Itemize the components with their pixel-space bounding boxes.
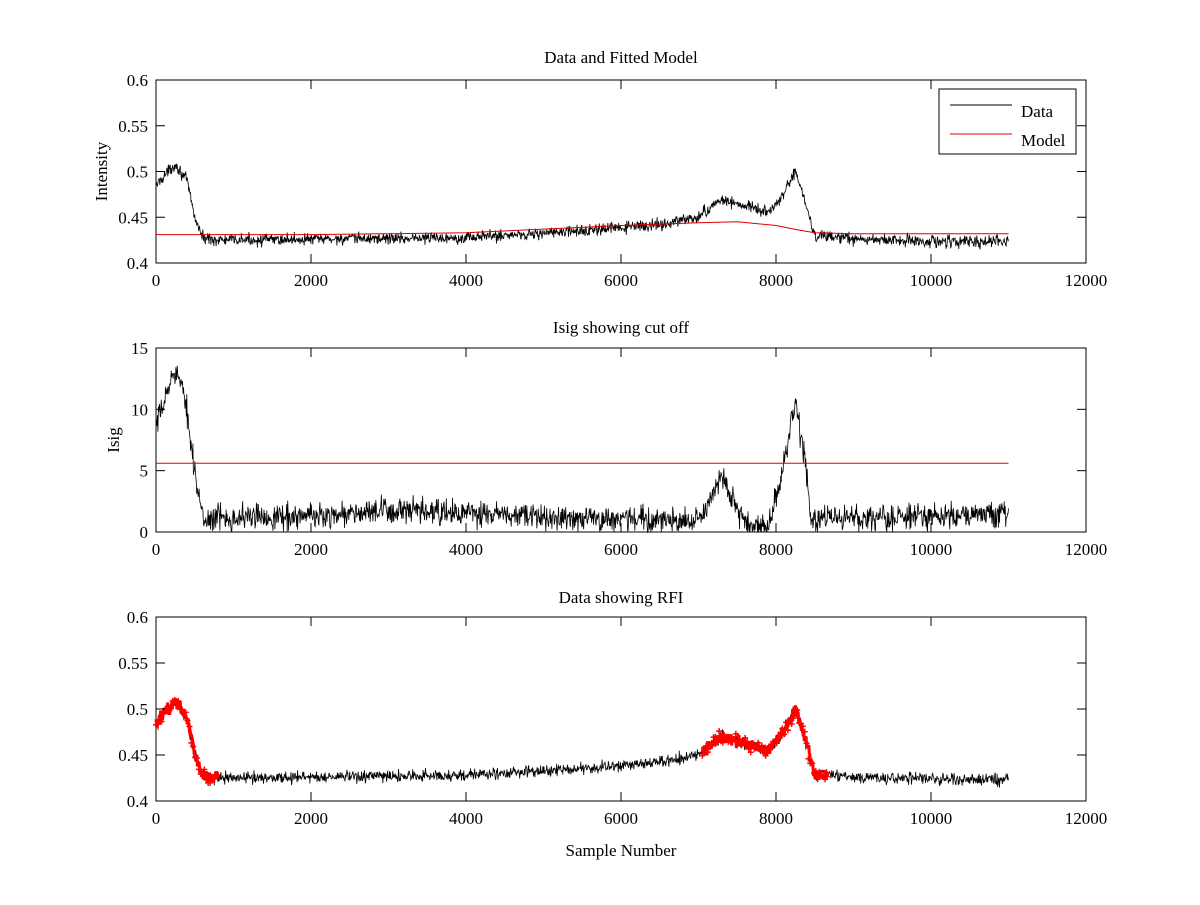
x-tick-label: 8000 [759,271,793,290]
y-tick-label: 15 [131,339,148,358]
y-tick-label: 0.55 [118,654,148,673]
x-tick-label: 2000 [294,540,328,559]
x-tick-label: 10000 [910,540,953,559]
y-tick-label: 0 [140,523,149,542]
panel-data-and-fitted-model: 0 2000 4000 6000 8000 10000 12000 0.4 0.45 0.5 0.5… [92,48,1107,290]
y-axis-label: Intensity [92,141,111,201]
series-layer [153,696,1009,788]
plot-area [155,79,1087,264]
x-tick-label: 4000 [449,540,483,559]
series-layer [155,163,1009,250]
y-tick-label: 0.4 [127,792,149,811]
x-tick-label: 0 [152,809,161,828]
rfi-plus-markers-1 [699,706,830,783]
series-line-0 [155,365,1009,534]
x-tick-label: 6000 [604,271,638,290]
series-data [155,163,1009,250]
series-line-0 [155,699,1009,788]
legend-entry-model: Model [1021,131,1066,150]
x-tick-label: 12000 [1065,809,1108,828]
x-tick-label: 12000 [1065,540,1108,559]
rfi-plus-markers-0 [153,696,221,786]
rfi-markers [153,696,830,786]
y-tick-label: 0.5 [127,163,148,182]
x-tick-label: 2000 [294,271,328,290]
y-tick-label: 0.5 [127,700,148,719]
x-tick-label: 4000 [449,809,483,828]
x-tick-label: 6000 [604,540,638,559]
x-tick-label: 4000 [449,271,483,290]
x-tick-label: 6000 [604,809,638,828]
rfi-segment-1 [700,705,830,783]
y-tick-label: 0.6 [127,71,148,90]
chart-title: Data and Fitted Model [544,48,698,67]
y-tick-label: 0.55 [118,117,148,136]
x-tick-label: 0 [152,540,161,559]
plot-area [155,347,1087,533]
x-tick-label: 10000 [910,271,953,290]
panel-isig-showing-cut-off: 0 2000 4000 6000 8000 10000 12000 0 5 10 15 Isig s… [104,318,1107,559]
x-tick-label: 0 [152,271,161,290]
tick-layer: 0 2000 4000 6000 8000 10000 12000 0.4 0.45 0.5 0.5… [118,71,1107,290]
y-tick-label: 0.4 [127,254,149,273]
x-tick-label: 2000 [294,809,328,828]
x-tick-label: 12000 [1065,271,1108,290]
x-tick-label: 10000 [910,809,953,828]
y-tick-label: 5 [140,462,149,481]
y-tick-label: 0.45 [118,746,148,765]
x-tick-label: 8000 [759,809,793,828]
y-tick-label: 0.6 [127,608,148,627]
y-tick-label: 0.45 [118,208,148,227]
chart-title: Isig showing cut off [553,318,689,337]
y-axis-label: Isig [104,427,123,453]
tick-layer: 0 2000 4000 6000 8000 10000 12000 0.4 0.45 0.5 0.5… [118,608,1107,828]
x-axis-label: Sample Number [566,841,677,860]
series-model [156,221,1009,236]
legend-box [938,88,1077,155]
x-tick-label: 8000 [759,540,793,559]
y-tick-label: 10 [131,400,148,419]
panel-data-showing-rfi: 0 2000 4000 6000 8000 10000 12000 0.4 0.45 0.5 0.5… [118,588,1107,860]
legend: Data Model [938,88,1077,155]
legend-entry-data: Data [1021,102,1054,121]
series-layer [155,365,1009,534]
chart-title: Data showing RFI [559,588,684,607]
tick-layer: 0 2000 4000 6000 8000 10000 12000 0 5 10 15 [131,339,1107,559]
